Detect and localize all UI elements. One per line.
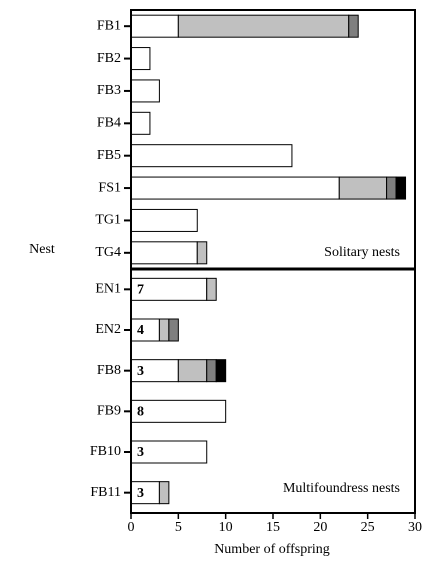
y-tick-label: FB9 [97,404,121,419]
bar-segment [395,176,407,200]
x-tick-label: 30 [408,520,422,535]
x-tick-label: 5 [175,520,182,535]
bar-segment [130,79,160,103]
bar-segment [130,14,179,38]
bar-segment [177,14,350,38]
bar-segment [130,399,227,423]
bar-label: 4 [137,323,144,338]
panel-frame [130,268,416,514]
bar-segment [130,47,151,71]
panel-note: Solitary nests [324,245,400,260]
bar-segment [130,241,198,265]
y-tick-label: TG4 [95,245,121,260]
y-tick-label: FB4 [97,116,121,131]
bar-segment [348,14,359,38]
bar-segment [130,144,293,168]
bar-segment [386,176,397,200]
y-tick-label: FS1 [98,180,121,195]
bar-segment [196,241,208,265]
bar-segment [177,359,208,383]
bar-label: 3 [137,445,144,460]
bar-segment [130,208,198,232]
panel-note: Multifoundress nests [283,481,400,496]
bar-label: 3 [137,486,144,501]
y-tick-label: FB10 [90,444,121,459]
x-tick-label: 25 [361,520,375,535]
x-tick-label: 15 [266,520,280,535]
y-tick-label: TG1 [95,213,121,228]
bar-segment [158,318,170,342]
x-tick-label: 20 [313,520,327,535]
bar-segment [130,318,160,342]
bar-segment [130,481,160,505]
y-tick-label: EN1 [95,282,121,297]
y-tick-label: FB2 [97,51,121,66]
x-axis-label: Number of offspring [214,542,330,557]
y-tick-label: FB1 [97,18,121,33]
bar-segment [158,481,170,505]
x-tick-label: 10 [219,520,233,535]
x-tick-label: 0 [128,520,135,535]
bar-segment [130,176,340,200]
y-tick-label: FB3 [97,83,121,98]
y-tick-label: FB5 [97,148,121,163]
y-tick-label: EN2 [95,322,121,337]
bar-segment [338,176,388,200]
bar-segment [206,359,217,383]
bar-label: 8 [137,405,144,420]
bar-label: 3 [137,364,144,379]
y-tick-label: FB8 [97,363,121,378]
y-tick-label: FB11 [90,485,121,500]
bar-segment [206,277,217,301]
bar-label: 7 [137,283,144,298]
bar-segment [168,318,179,342]
bar-segment [130,111,151,135]
y-axis-label: Nest [29,242,55,257]
bar-segment [215,359,227,383]
